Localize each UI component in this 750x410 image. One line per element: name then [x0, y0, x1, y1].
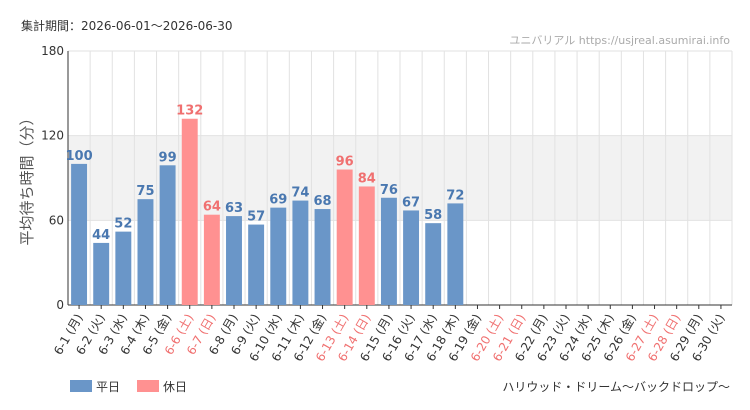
- data-label: 84: [358, 171, 376, 186]
- bar-weekday: [159, 165, 176, 305]
- data-label: 68: [313, 194, 331, 209]
- data-label: 67: [402, 195, 420, 210]
- data-label: 74: [291, 186, 309, 201]
- bar-holiday: [336, 169, 353, 305]
- site-credit[interactable]: ユニバリアル https://usjreal.asumirai.info: [509, 34, 730, 47]
- legend: 平日 休日: [70, 380, 187, 394]
- attraction-name: ハリウッド・ドリーム〜バックドロップ〜: [502, 380, 730, 394]
- bar-weekday: [314, 209, 331, 305]
- data-label: 52: [114, 217, 132, 232]
- legend-swatch-weekday: [70, 380, 92, 392]
- bar-weekday: [380, 197, 397, 305]
- y-tick-label: 120: [41, 129, 64, 143]
- bar-weekday: [403, 210, 420, 305]
- data-label: 57: [247, 210, 265, 225]
- data-label: 100: [65, 149, 92, 164]
- bar-weekday: [71, 163, 88, 305]
- data-label: 72: [446, 188, 464, 203]
- y-axis-label: 平均待ち時間（分）: [18, 110, 36, 245]
- bar-holiday: [203, 214, 220, 305]
- data-label: 99: [159, 150, 177, 165]
- y-tick-label: 180: [41, 44, 64, 58]
- period-label: 集計期間：2026-06-01〜2026-06-30: [21, 18, 232, 33]
- y-tick-label: 0: [56, 298, 64, 312]
- bar-weekday: [270, 207, 287, 305]
- legend-swatch-holiday: [137, 380, 159, 392]
- legend-label-holiday: 休日: [163, 380, 187, 394]
- data-label: 64: [203, 200, 221, 215]
- bar-weekday: [425, 223, 442, 305]
- data-label: 63: [225, 201, 243, 216]
- bar-weekday: [447, 203, 464, 305]
- bar-holiday: [181, 118, 198, 305]
- legend-label-weekday: 平日: [96, 380, 120, 394]
- data-label: 96: [336, 155, 354, 170]
- bar-weekday: [115, 231, 132, 305]
- bar-weekday: [248, 224, 265, 305]
- data-label: 58: [424, 208, 442, 223]
- data-label: 75: [136, 184, 154, 199]
- bar-weekday: [292, 200, 309, 305]
- data-label: 132: [176, 104, 203, 119]
- bar-weekday: [93, 242, 110, 305]
- data-label: 69: [269, 193, 287, 208]
- bar-holiday: [358, 186, 375, 305]
- data-label: 44: [92, 228, 110, 243]
- bar-weekday: [137, 199, 154, 305]
- data-label: 76: [380, 183, 398, 198]
- bar-weekday: [226, 216, 242, 305]
- y-tick-label: 60: [49, 213, 64, 227]
